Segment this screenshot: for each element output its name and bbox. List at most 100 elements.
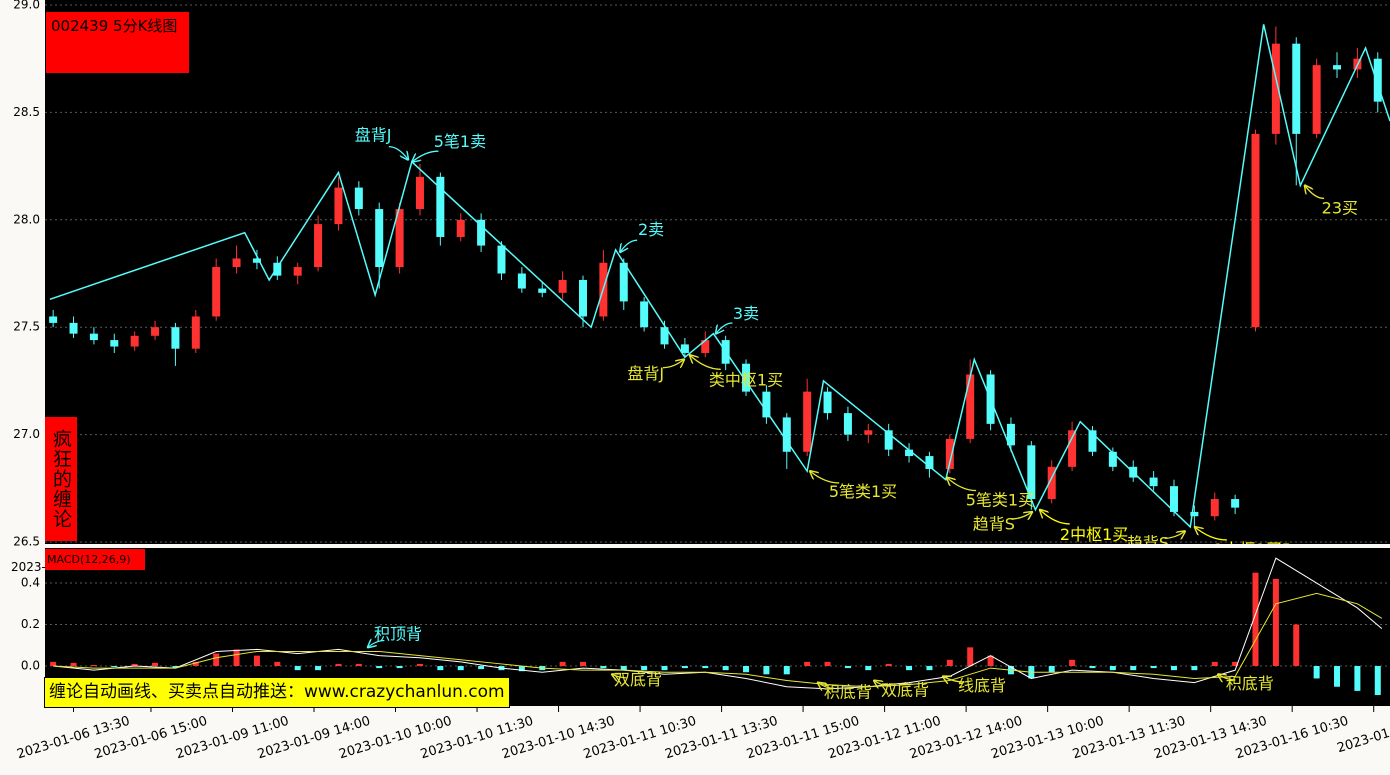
macd-bar — [1293, 624, 1300, 667]
candle-body — [436, 176, 445, 237]
candle-body — [1027, 445, 1036, 500]
macd-bar — [702, 666, 709, 669]
macd-bar — [335, 663, 342, 667]
banner: 缠论自动画线、买卖点自动推送：www.crazychanlun.com — [44, 677, 510, 708]
macd-line — [53, 592, 1383, 688]
annotation-arrow — [1218, 674, 1236, 680]
candle-body — [1312, 65, 1321, 134]
y-tick-label: 26.5 — [13, 535, 40, 549]
candle-body — [843, 413, 852, 435]
annotation: 盘背J — [355, 126, 392, 145]
candle-body — [1251, 133, 1260, 328]
corner-label: 2023- — [11, 560, 46, 574]
macd-bar — [1252, 572, 1259, 667]
macd-bar — [1211, 661, 1218, 667]
annotation: 线底背 — [958, 676, 1006, 695]
annotation-arrow — [690, 355, 721, 370]
annotation-arrow — [1195, 527, 1227, 541]
candle-body — [945, 438, 954, 469]
candle-body — [1169, 486, 1178, 512]
candle-body — [1047, 466, 1056, 500]
macd-bar — [1354, 666, 1361, 691]
candle-body — [1373, 58, 1382, 102]
candle-body — [762, 391, 771, 418]
macd-bar — [1191, 666, 1198, 671]
macd-bar — [722, 666, 729, 671]
annotation: 趋背S — [1127, 534, 1169, 553]
candle-body — [497, 245, 506, 274]
y-tick-label: 27.0 — [13, 427, 40, 441]
candle-body — [191, 316, 200, 349]
macd-bar — [1150, 666, 1157, 669]
macd-bar — [376, 666, 383, 669]
candle-body — [477, 219, 486, 246]
candle-body — [151, 327, 160, 336]
candle-body — [334, 187, 343, 225]
macd-bar — [946, 659, 953, 667]
candle-body — [640, 301, 649, 328]
macd-bar — [1272, 578, 1279, 667]
macd-bar — [844, 666, 851, 669]
annotation: 23买 — [1322, 199, 1358, 218]
annotation-arrow — [818, 683, 835, 689]
macd-bar — [1048, 666, 1055, 673]
candle-body — [171, 327, 180, 349]
candle-body — [1190, 511, 1199, 517]
macd-bar — [111, 666, 118, 668]
y-tick-label: 0.0 — [21, 659, 40, 673]
annotation: 2卖 — [638, 220, 664, 239]
candle-body — [680, 344, 689, 353]
y-tick-label: 0.4 — [21, 576, 40, 590]
macd-bar — [1069, 659, 1076, 667]
candle-body — [1108, 451, 1117, 467]
macd-bar — [50, 661, 57, 667]
candle-body — [456, 219, 465, 237]
macd-bar — [90, 664, 97, 667]
annotation-arrow — [1040, 510, 1070, 525]
annotation: 5笔类1买 — [966, 491, 1034, 510]
macd-bar — [192, 661, 199, 667]
annotation: 3卖 — [733, 304, 759, 323]
macd-bar — [1374, 666, 1381, 696]
macd-bar — [253, 655, 260, 667]
price-panel — [45, 0, 1390, 544]
macd-bar — [152, 662, 159, 667]
candle-body — [1333, 65, 1342, 70]
candle-body — [293, 267, 302, 276]
annotation: 2中枢1买B — [1213, 540, 1292, 559]
annotation: 积底背 — [1226, 674, 1274, 693]
macd-bar — [865, 666, 872, 671]
annotation: 5笔1卖 — [434, 132, 486, 151]
candle-body — [884, 430, 893, 450]
candle-body — [49, 316, 58, 323]
candle-body — [110, 340, 119, 347]
annotation-arrow — [412, 150, 439, 162]
candle-body — [212, 267, 221, 317]
candle-body — [1149, 477, 1158, 487]
macd-bar — [824, 661, 831, 667]
macd-bar — [987, 655, 994, 667]
annotation: 5笔类1买 — [829, 482, 897, 501]
annotation-arrow — [620, 239, 638, 252]
candle-body — [1006, 423, 1015, 446]
candle-body — [823, 391, 832, 414]
annotation-arrow — [716, 322, 733, 334]
candle-body — [619, 262, 628, 302]
macd-bar — [70, 662, 77, 667]
macd-bar — [213, 653, 220, 667]
macd-bar — [681, 666, 688, 669]
annotation-arrow — [612, 674, 627, 677]
candle-body — [1271, 43, 1280, 134]
candle-body — [1068, 430, 1077, 467]
annotation: 双底背 — [881, 680, 929, 699]
annotation-arrow — [810, 471, 840, 484]
annotation: 盘背J — [627, 364, 664, 383]
macd-bar — [885, 663, 892, 667]
macd-bar — [600, 666, 607, 669]
annotation-arrow — [943, 676, 965, 682]
y-tick-label: 27.5 — [13, 320, 40, 334]
macd-bar — [967, 647, 974, 667]
annotation-arrow — [947, 478, 977, 492]
macd-bar — [1089, 666, 1096, 669]
